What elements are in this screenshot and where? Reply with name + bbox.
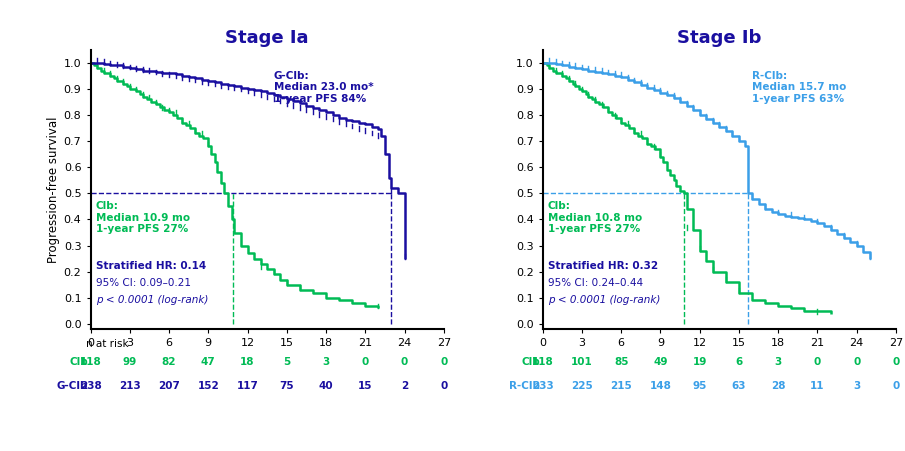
Text: Stratified HR: 0.14: Stratified HR: 0.14 (96, 261, 206, 272)
Text: p < 0.0001 (log-rank): p < 0.0001 (log-rank) (548, 295, 661, 305)
Text: 225: 225 (571, 381, 593, 391)
Text: 0: 0 (853, 357, 861, 367)
Text: 3: 3 (775, 357, 782, 367)
Text: 11: 11 (810, 381, 824, 391)
Text: 15: 15 (358, 381, 373, 391)
Text: 0: 0 (440, 381, 447, 391)
Text: 5: 5 (283, 357, 291, 367)
Text: 0: 0 (440, 357, 447, 367)
Text: G-Clb:
Median 23.0 mo*
1-year PFS 84%: G-Clb: Median 23.0 mo* 1-year PFS 84% (273, 70, 373, 104)
Text: 152: 152 (197, 381, 219, 391)
Text: 95% CI: 0.09–0.21: 95% CI: 0.09–0.21 (96, 278, 191, 288)
Text: Clb: Clb (521, 357, 540, 367)
Text: 95: 95 (692, 381, 707, 391)
Text: n at risk: n at risk (86, 339, 129, 349)
Text: 118: 118 (80, 357, 101, 367)
Text: 0: 0 (892, 381, 900, 391)
Text: 19: 19 (692, 357, 707, 367)
Text: 75: 75 (280, 381, 294, 391)
Text: 101: 101 (571, 357, 593, 367)
Text: 49: 49 (653, 357, 668, 367)
Text: 0: 0 (362, 357, 369, 367)
Text: 47: 47 (201, 357, 215, 367)
Text: 117: 117 (236, 381, 259, 391)
Text: 85: 85 (614, 357, 628, 367)
Text: 63: 63 (731, 381, 747, 391)
Text: Clb:
Median 10.9 mo
1-year PFS 27%: Clb: Median 10.9 mo 1-year PFS 27% (96, 201, 190, 235)
Text: 28: 28 (771, 381, 786, 391)
Text: Stratified HR: 0.32: Stratified HR: 0.32 (548, 261, 658, 272)
Title: Stage Ib: Stage Ib (677, 29, 761, 46)
Text: Clb: Clb (69, 357, 88, 367)
Text: 0: 0 (814, 357, 821, 367)
Text: 82: 82 (162, 357, 176, 367)
Text: 6: 6 (736, 357, 743, 367)
Text: Clb:
Median 10.8 mo
1-year PFS 27%: Clb: Median 10.8 mo 1-year PFS 27% (548, 201, 643, 235)
Text: G-Clb: G-Clb (56, 381, 88, 391)
Text: 99: 99 (122, 357, 137, 367)
Text: 238: 238 (80, 381, 101, 391)
Text: R-Clb:
Median 15.7 mo
1-year PFS 63%: R-Clb: Median 15.7 mo 1-year PFS 63% (752, 70, 846, 104)
Text: 3: 3 (322, 357, 329, 367)
Text: 213: 213 (119, 381, 140, 391)
Y-axis label: Progression-free survival: Progression-free survival (46, 116, 60, 262)
Text: 0: 0 (892, 357, 900, 367)
Text: p < 0.0001 (log-rank): p < 0.0001 (log-rank) (96, 295, 208, 305)
Text: 215: 215 (610, 381, 632, 391)
Text: 40: 40 (319, 381, 333, 391)
Text: 0: 0 (401, 357, 408, 367)
Text: 233: 233 (532, 381, 554, 391)
Text: R-Clb: R-Clb (509, 381, 540, 391)
Title: Stage Ia: Stage Ia (225, 29, 309, 46)
Text: 148: 148 (650, 381, 672, 391)
Text: 3: 3 (853, 381, 861, 391)
Text: 95% CI: 0.24–0.44: 95% CI: 0.24–0.44 (548, 278, 643, 288)
Text: 207: 207 (158, 381, 180, 391)
Text: 118: 118 (532, 357, 554, 367)
Text: 2: 2 (401, 381, 408, 391)
Text: 18: 18 (240, 357, 255, 367)
